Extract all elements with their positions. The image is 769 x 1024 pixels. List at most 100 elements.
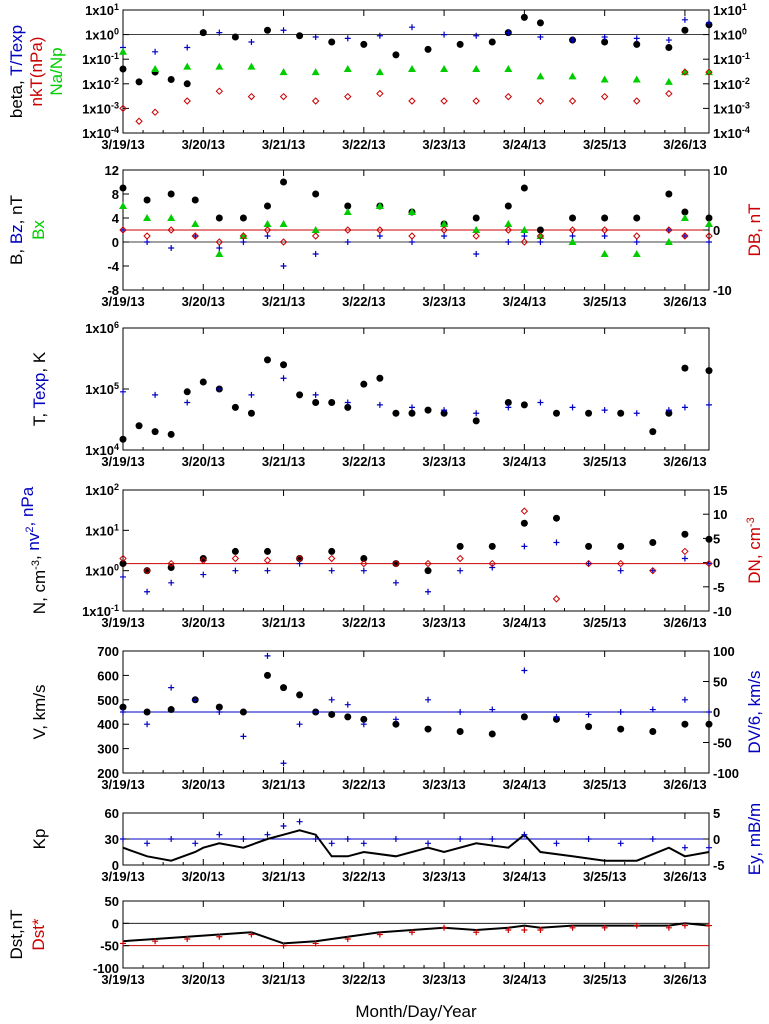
panel1-series3-point xyxy=(536,72,545,80)
panel1-series4-point xyxy=(408,97,416,105)
panel1-ytick-right-label: 1x100 xyxy=(713,27,747,43)
panel6-series2-point xyxy=(521,831,528,838)
panel2-series4-point xyxy=(705,232,713,240)
panel2-series3-point xyxy=(504,220,513,227)
panel3-frame xyxy=(122,327,710,451)
panel1-frame xyxy=(122,9,710,134)
panel5-ylabel-right: DV/6, km/s xyxy=(745,670,764,753)
panel3-series2-point xyxy=(505,404,512,411)
panel6-series2-point xyxy=(120,836,126,842)
panel4-ytick-right-label: 15 xyxy=(713,483,727,498)
panel4-series3-point xyxy=(488,559,496,568)
panel5-series1-point xyxy=(296,691,304,699)
panel2-series3-point xyxy=(407,208,416,215)
panel3-series1-point xyxy=(312,399,320,407)
panel7-series2-point xyxy=(216,933,223,940)
panel6-ytick-label: 60 xyxy=(105,806,119,821)
panel2-ytick-label: -8 xyxy=(107,283,119,298)
panel5-series1-point xyxy=(263,671,271,679)
panel3-series1-point xyxy=(520,401,528,409)
panel4-ylabel-right: DN, cm-3 xyxy=(745,517,764,583)
panel2-series2-point xyxy=(120,227,126,233)
panel2-ytick-label: 4 xyxy=(112,211,120,226)
panel6-series2-point xyxy=(144,840,151,847)
panel4-series1-point xyxy=(167,563,175,571)
panel2-series2-point xyxy=(216,245,223,251)
panel1-series2-point xyxy=(344,35,351,42)
panel7-series2-point xyxy=(376,931,383,938)
panel4-series3-point xyxy=(392,559,400,568)
panel4-series3-point xyxy=(143,566,151,575)
panel7-series2-point xyxy=(537,927,544,934)
panel5-ytick-label: 300 xyxy=(97,742,119,757)
panel1-series4-point xyxy=(247,92,256,101)
panel4-series1-point xyxy=(649,538,657,546)
panel1-series1-point xyxy=(135,78,143,86)
panel4-series1-point xyxy=(488,542,496,550)
panel3-series2-point xyxy=(706,401,712,408)
panel5-series1-point xyxy=(167,706,175,714)
panel3-series1-point xyxy=(231,403,239,411)
panel1-series2-point xyxy=(441,31,448,38)
x-axis-title: Month/Day/Year xyxy=(355,1002,477,1021)
panel5-ytick-right-label: 100 xyxy=(713,644,735,659)
panel2-series3-point xyxy=(600,250,609,257)
panel1-series2-point xyxy=(280,27,287,34)
panel1-series1-point xyxy=(263,26,271,34)
panel5-series2-point xyxy=(457,709,464,715)
panel5-xtick-label: 3/26/13 xyxy=(663,777,706,792)
panel1-series3-point xyxy=(151,64,160,72)
panel6-xtick-label: 3/26/13 xyxy=(663,869,706,884)
panel6-series1-line xyxy=(122,829,710,862)
panel3-series1-point xyxy=(247,409,255,417)
panel2-series1-point xyxy=(601,214,609,222)
panel1-series1-point xyxy=(633,40,641,48)
panel4-ytick-right-label: -10 xyxy=(713,604,732,619)
panel6-ylabel-right: Ey, mB/m xyxy=(745,803,764,875)
panel1-ytick-label: 1x10-2 xyxy=(82,76,119,92)
panel2-series4-point xyxy=(191,232,199,240)
panel3-series2-point xyxy=(408,404,415,411)
panel4-series1-point xyxy=(705,535,713,543)
panel3-series2-point xyxy=(120,388,126,395)
panel4-series3-point xyxy=(328,554,336,563)
panel2-series2-point xyxy=(144,239,151,245)
panel2-series2-point xyxy=(569,233,576,239)
panel3-series1-point xyxy=(199,378,207,386)
panel2-series3-point xyxy=(664,238,673,245)
panel2-series3-point xyxy=(680,214,689,221)
panel3-series2-point xyxy=(601,407,608,414)
panel1-series1-point xyxy=(536,19,544,27)
panel2-series4-point xyxy=(472,232,480,240)
panel2-ylabel: B, Bz, nT xyxy=(7,195,26,265)
panel1-series3-point xyxy=(600,75,609,83)
panel3-series2-point xyxy=(312,391,319,398)
panel4-xtick-label: 3/19/13 xyxy=(101,615,144,630)
panel4-xtick-label: 3/25/13 xyxy=(583,615,626,630)
panel3-series1-point xyxy=(328,399,336,407)
panel3-series1-point xyxy=(119,435,127,443)
panel6-series2-point xyxy=(312,836,319,842)
panel5-series2-point xyxy=(706,709,712,715)
panel3-xtick-label: 3/26/13 xyxy=(663,454,706,469)
panel7-series2-point xyxy=(312,940,319,947)
panel3-xtick-label: 3/21/13 xyxy=(262,454,305,469)
panel5-series1-point xyxy=(360,715,368,723)
panel6-series2-point xyxy=(617,840,624,847)
panel4-xtick-label: 3/20/13 xyxy=(182,615,225,630)
panel4-series2-point xyxy=(232,567,239,574)
panel1-series4-point xyxy=(440,97,448,105)
panel3-series1-point xyxy=(585,409,593,417)
panel5-series2-point xyxy=(296,721,303,728)
panel2-series2-point xyxy=(192,233,199,239)
panel4-series2-point xyxy=(392,579,399,586)
panel1-series3-point xyxy=(279,68,288,76)
panel6-series2-point xyxy=(280,823,287,829)
panel1-series3-point xyxy=(343,64,352,72)
panel4-series1-point xyxy=(456,542,464,550)
panel2-series1-point xyxy=(344,202,352,210)
panel2-xtick-label: 3/26/13 xyxy=(663,294,706,309)
panel7-series2-point xyxy=(344,935,351,942)
panel1-series1-point xyxy=(424,45,432,53)
panel2-series2-point xyxy=(376,233,383,239)
